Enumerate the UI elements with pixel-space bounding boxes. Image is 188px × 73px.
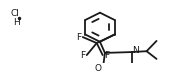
Text: H: H <box>14 18 20 27</box>
Text: F: F <box>104 51 109 60</box>
Text: Cl: Cl <box>11 9 20 18</box>
Text: O: O <box>95 64 102 73</box>
Text: F: F <box>76 33 81 42</box>
Text: N: N <box>132 46 139 55</box>
Text: F: F <box>80 51 85 60</box>
